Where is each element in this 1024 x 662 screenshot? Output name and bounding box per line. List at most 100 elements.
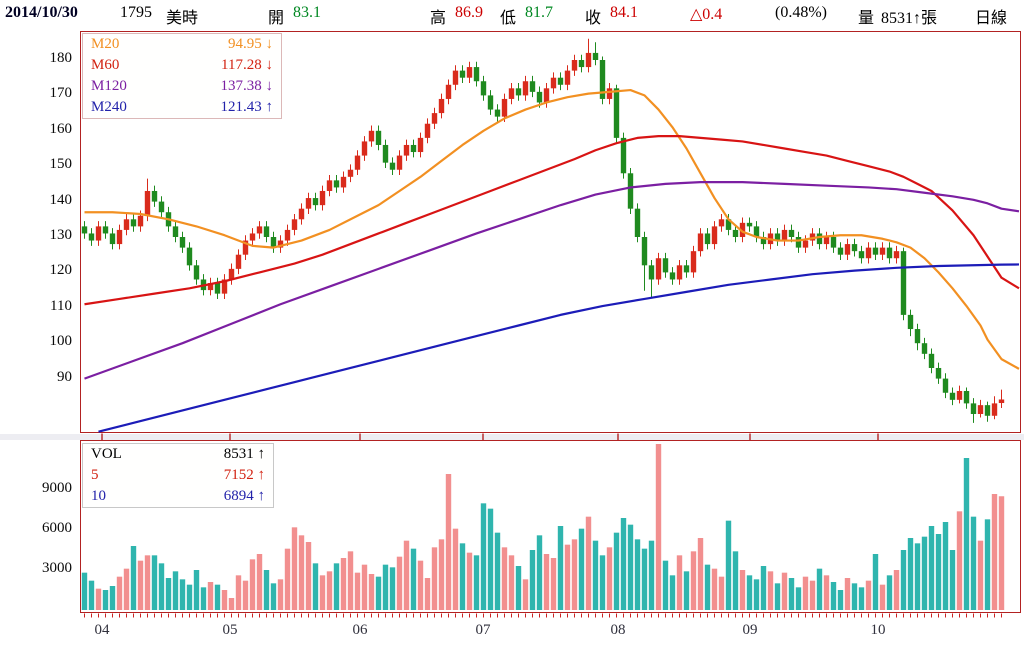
- ma120-label: M120: [91, 78, 127, 94]
- ma120-value: 137.38: [220, 78, 262, 94]
- price-axis-label: 170: [49, 85, 73, 102]
- candle-body: [284, 229, 291, 241]
- candle-body: [963, 390, 970, 404]
- candle-body: [396, 155, 403, 170]
- candle-body: [543, 88, 550, 103]
- up-arrow-icon: ↑: [257, 488, 266, 504]
- volume-bar: [977, 540, 984, 610]
- volume-bar: [158, 563, 165, 610]
- price-axis-label: 90: [57, 368, 72, 385]
- candle-body: [669, 272, 676, 280]
- candle-body: [487, 95, 494, 110]
- ma20-label: M20: [91, 36, 120, 52]
- volume-bar: [305, 542, 312, 610]
- candle-body: [949, 392, 956, 400]
- volume-bar: [473, 555, 480, 610]
- volume-bar: [249, 559, 256, 610]
- price-axis-label: 140: [49, 191, 73, 208]
- candle-body: [529, 81, 536, 92]
- volume-bar: [620, 518, 627, 610]
- candle-body: [263, 226, 270, 237]
- volume-bar: [732, 551, 739, 610]
- candle-body: [466, 67, 473, 78]
- volume-bar: [144, 555, 151, 610]
- volume-bar: [704, 564, 711, 610]
- volume-legend: VOL 8531 ↑ 5 7152 ↑ 10 6894 ↑: [82, 443, 274, 508]
- candle-body: [753, 226, 760, 237]
- candle-body: [291, 219, 298, 230]
- vol-value: 8531: [223, 446, 254, 462]
- candle-body: [207, 283, 214, 291]
- volume-bar: [382, 564, 389, 610]
- volume-bar: [333, 563, 340, 610]
- candle-body: [977, 405, 984, 414]
- candle-body: [809, 233, 816, 241]
- x-axis-month-label: 04: [94, 622, 110, 638]
- volume-value: 8531↑張: [881, 10, 938, 27]
- volume-bar: [585, 516, 592, 610]
- volume-bar: [984, 519, 991, 610]
- volume-bar: [340, 558, 347, 610]
- x-axis-month-label: 09: [742, 622, 758, 638]
- volume-bar: [263, 570, 270, 610]
- candle-body: [95, 226, 102, 241]
- candle-body: [130, 219, 137, 227]
- volume-bar: [571, 539, 578, 610]
- x-axis-month-label: 05: [222, 622, 238, 638]
- candle-body: [515, 88, 522, 96]
- volume-bar: [326, 571, 333, 610]
- candle-body: [452, 70, 459, 85]
- volume-bar: [200, 587, 207, 610]
- candle-body: [900, 251, 907, 315]
- volume-bar: [865, 580, 872, 610]
- candle-body: [536, 91, 543, 103]
- candle-body: [830, 237, 837, 248]
- volume-bar: [942, 522, 949, 610]
- volume-bar: [354, 572, 361, 610]
- volume-bar: [893, 570, 900, 610]
- volume-bar: [669, 575, 676, 610]
- candle-body: [606, 88, 613, 99]
- volume-bar: [396, 556, 403, 610]
- price-axis-label: 150: [49, 156, 73, 173]
- candle-body: [158, 201, 165, 213]
- volume-bar: [368, 574, 375, 610]
- stock-name: 美時: [166, 10, 199, 27]
- candle-body: [858, 251, 865, 259]
- candle-body: [326, 180, 333, 191]
- ma240-value: 121.43: [220, 99, 262, 115]
- volume-bar: [760, 566, 767, 610]
- volume-bar: [130, 546, 137, 610]
- volume-bar: [823, 575, 830, 610]
- candle-body: [319, 190, 326, 206]
- vol5-label: 5: [91, 467, 99, 483]
- candle-body: [795, 237, 802, 248]
- x-axis-month-label: 08: [610, 622, 626, 638]
- volume-bar: [746, 575, 753, 610]
- down-arrow-icon: ↓: [265, 78, 274, 94]
- volume-bar: [424, 578, 431, 610]
- volume-bar: [802, 576, 809, 610]
- volume-bar: [858, 587, 865, 610]
- ma-line-m240: [98, 263, 1020, 433]
- volume-bar: [207, 582, 214, 610]
- candle-body: [802, 240, 809, 248]
- candle-body: [235, 254, 242, 269]
- volume-bar: [186, 584, 193, 610]
- candle-body: [816, 233, 823, 245]
- candle-body: [620, 137, 627, 174]
- price-axis-label: 130: [49, 227, 73, 243]
- candle-body: [403, 144, 410, 156]
- candle-body: [312, 198, 319, 206]
- candle-body: [837, 247, 844, 255]
- change-pct-value: (0.48%): [775, 4, 827, 21]
- volume-bar: [718, 576, 725, 610]
- volume-bar: [676, 555, 683, 610]
- high-label: 高: [430, 10, 447, 27]
- candle-body: [697, 233, 704, 252]
- candle-body: [144, 190, 151, 216]
- volume-bar: [956, 511, 963, 610]
- volume-bar: [319, 575, 326, 610]
- candle-body: [389, 162, 396, 170]
